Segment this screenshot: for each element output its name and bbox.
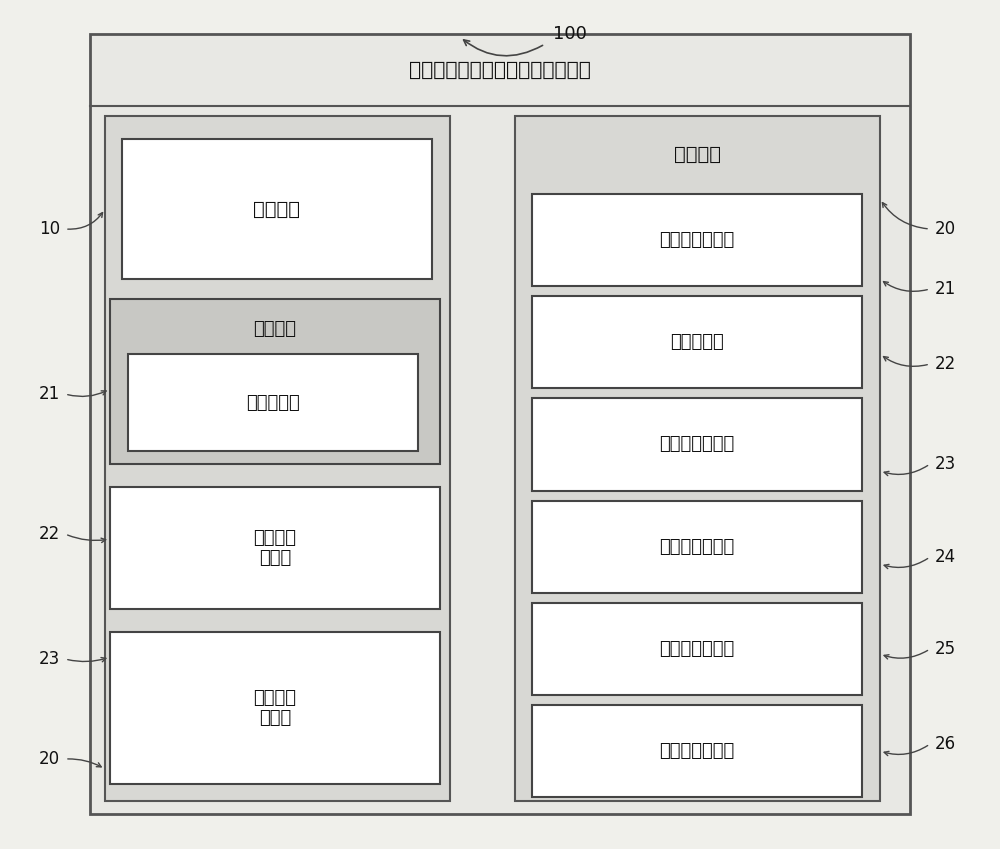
Text: 23: 23 xyxy=(935,455,956,473)
FancyArrowPatch shape xyxy=(68,657,106,661)
Text: 24: 24 xyxy=(935,548,956,566)
FancyArrowPatch shape xyxy=(884,559,928,569)
Bar xyxy=(122,139,432,279)
FancyArrowPatch shape xyxy=(68,535,106,543)
Bar xyxy=(515,116,880,801)
Text: 21: 21 xyxy=(39,385,60,403)
Bar xyxy=(128,354,418,451)
Text: 第三处理子模块: 第三处理子模块 xyxy=(659,742,735,760)
Bar xyxy=(110,299,440,464)
Text: 选择模块: 选择模块 xyxy=(254,200,300,218)
Bar xyxy=(532,705,862,797)
FancyArrowPatch shape xyxy=(884,745,928,756)
Bar xyxy=(110,487,440,609)
FancyArrowPatch shape xyxy=(882,203,927,228)
Text: 21: 21 xyxy=(935,280,956,298)
FancyArrowPatch shape xyxy=(883,282,927,291)
Text: 三维医学图像图形显示的交互系统: 三维医学图像图形显示的交互系统 xyxy=(409,60,591,80)
Text: 22: 22 xyxy=(39,525,60,543)
FancyArrowPatch shape xyxy=(464,40,543,56)
Text: 第二运算
子模块: 第二运算 子模块 xyxy=(254,529,296,567)
Text: 处理模块: 处理模块 xyxy=(254,320,296,338)
Text: 20: 20 xyxy=(935,220,956,238)
Text: 22: 22 xyxy=(935,355,956,373)
FancyArrowPatch shape xyxy=(884,650,928,659)
FancyArrowPatch shape xyxy=(68,391,106,396)
FancyArrowPatch shape xyxy=(68,759,101,767)
Bar xyxy=(110,632,440,784)
Bar xyxy=(532,194,862,286)
Text: 输出子模块: 输出子模块 xyxy=(246,393,300,412)
FancyArrowPatch shape xyxy=(68,212,103,229)
Text: 第一处理子模块: 第一处理子模块 xyxy=(659,231,735,249)
Bar xyxy=(532,501,862,593)
FancyArrowPatch shape xyxy=(884,465,928,475)
Bar xyxy=(532,603,862,694)
Text: 10: 10 xyxy=(39,220,60,238)
Bar xyxy=(105,116,450,801)
Text: 第一运算子模块: 第一运算子模块 xyxy=(659,640,735,658)
Text: 20: 20 xyxy=(39,750,60,768)
Text: 第四处理
子模块: 第四处理 子模块 xyxy=(254,689,296,728)
Text: 26: 26 xyxy=(935,735,956,753)
Text: 第二处理子模块: 第二处理子模块 xyxy=(659,436,735,453)
Text: 25: 25 xyxy=(935,640,956,658)
Text: 处理模块: 处理模块 xyxy=(674,144,721,164)
Text: 矩阵建立子模块: 矩阵建立子模块 xyxy=(659,537,735,555)
Text: 变换子模块: 变换子模块 xyxy=(670,334,724,351)
Bar xyxy=(532,296,862,388)
Text: 23: 23 xyxy=(39,650,60,668)
Bar xyxy=(532,398,862,491)
FancyArrowPatch shape xyxy=(883,357,927,366)
Bar xyxy=(90,34,910,814)
Text: 100: 100 xyxy=(553,25,587,43)
